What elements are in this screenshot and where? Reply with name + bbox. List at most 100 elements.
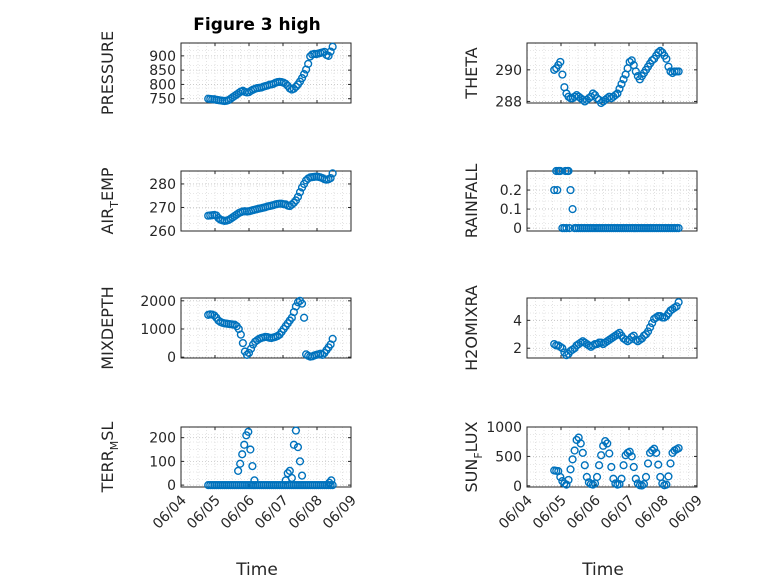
- panel-h2omixra: 2 4 H2OMIXRA: [462, 285, 698, 371]
- data-point: [629, 462, 638, 472]
- data-point: [592, 94, 602, 103]
- data-point: [564, 475, 573, 485]
- data-point: [578, 448, 587, 457]
- data-point: [645, 323, 655, 332]
- data-point: [558, 70, 567, 79]
- panel-air-temp: 260 270 280 AIRTEMP: [98, 167, 352, 240]
- y-axis-label: THETA: [462, 47, 481, 99]
- data-point: [619, 461, 628, 470]
- data-point: [656, 46, 665, 55]
- data-point: [674, 224, 683, 233]
- data-point: [238, 450, 247, 459]
- x-axis-label-left: Time: [235, 560, 278, 580]
- data-point: [327, 476, 336, 485]
- y-tick-label: 0: [513, 221, 522, 237]
- y-tick-label: 280: [149, 177, 176, 193]
- data-point: [244, 427, 253, 436]
- y-tick-label: 0: [513, 479, 522, 495]
- data-point: [637, 481, 647, 490]
- axes-box: [180, 42, 352, 104]
- data-point: [664, 472, 673, 481]
- data-point: [658, 479, 667, 488]
- y-tick-label: 1000: [486, 420, 522, 436]
- data-point: [289, 84, 298, 93]
- data-point: [553, 185, 562, 195]
- axes-box: [526, 426, 698, 488]
- data-point: [613, 330, 622, 339]
- data-point: [611, 91, 620, 100]
- data-point: [304, 59, 313, 68]
- data-point: [236, 330, 245, 339]
- data-point: [648, 446, 657, 455]
- y-axis-label: PRESSURE: [98, 31, 117, 115]
- data-point: [601, 437, 610, 446]
- y-tick-label: 800: [149, 77, 176, 93]
- data-point: [654, 460, 663, 469]
- data-point: [631, 474, 640, 483]
- data-point: [556, 57, 565, 67]
- data-point: [295, 188, 305, 197]
- data-point: [293, 443, 303, 452]
- data-point: [242, 350, 252, 360]
- data-point: [297, 74, 307, 83]
- data-point: [550, 65, 559, 74]
- data-point: [246, 344, 256, 353]
- data-point: [594, 461, 604, 470]
- y-tick-label: 100: [149, 454, 176, 470]
- y-tick-label: 288: [495, 94, 522, 110]
- data-point: [643, 327, 653, 336]
- data-point: [565, 224, 574, 233]
- data-point: [566, 465, 575, 474]
- data-point: [597, 451, 606, 460]
- data-point: [285, 466, 294, 475]
- y-tick-label: 260: [149, 224, 176, 240]
- data-point: [639, 479, 649, 489]
- data-point: [556, 342, 565, 351]
- data-point: [326, 173, 335, 183]
- data-point: [246, 445, 255, 454]
- data-point: [244, 88, 254, 97]
- y-tick-label: 2000: [140, 294, 176, 310]
- data-point: [299, 313, 309, 322]
- data-point: [641, 472, 651, 482]
- y-tick-label: 0.1: [500, 202, 522, 218]
- y-tick-label: 500: [495, 449, 522, 465]
- data-point: [248, 462, 257, 471]
- data-point: [297, 471, 307, 480]
- data-point: [582, 472, 591, 482]
- y-tick-label: 1000: [140, 322, 176, 338]
- data-point: [281, 79, 290, 88]
- y-tick-label: 900: [149, 49, 176, 65]
- data-point: [234, 466, 243, 475]
- data-point: [580, 461, 589, 470]
- data-point: [299, 70, 309, 79]
- y-tick-label: 4: [513, 313, 522, 329]
- data-point: [210, 311, 219, 320]
- data-point: [568, 455, 577, 464]
- data-point: [289, 198, 298, 207]
- data-point: [236, 459, 245, 468]
- data-point: [287, 473, 296, 483]
- data-point: [283, 469, 292, 478]
- data-point: [293, 192, 303, 201]
- data-point: [609, 474, 618, 483]
- data-point: [607, 462, 616, 472]
- data-point: [293, 298, 303, 307]
- data-point: [291, 426, 301, 435]
- data-point: [570, 446, 579, 455]
- y-tick-label: 290: [495, 63, 522, 79]
- data-point: [635, 335, 644, 344]
- data-point: [605, 449, 614, 458]
- axes-box: [180, 297, 352, 359]
- data-point: [627, 452, 636, 461]
- y-tick-label: 200: [149, 431, 176, 447]
- data-point: [550, 185, 559, 195]
- data-point: [556, 472, 565, 482]
- y-axis-label: H2OMIXRA: [462, 285, 481, 371]
- y-axis-label: RAINFALL: [462, 164, 481, 239]
- data-point: [328, 42, 337, 51]
- data-point: [603, 439, 612, 448]
- data-point: [289, 440, 298, 449]
- data-point: [238, 338, 247, 348]
